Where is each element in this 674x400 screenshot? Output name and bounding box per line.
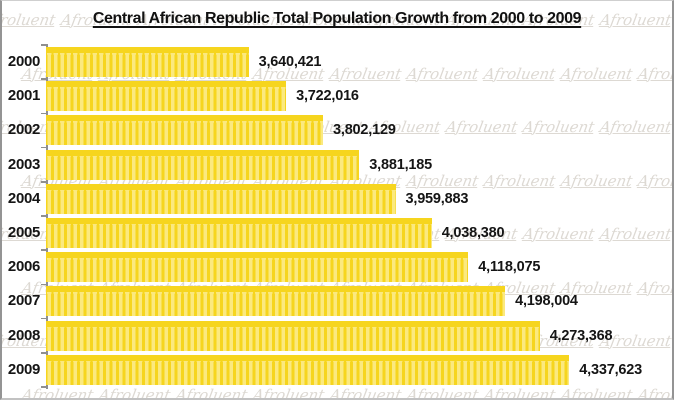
value-label: 4,038,380 (441, 224, 505, 241)
bar-row: 2002 3,802,129 (2, 115, 672, 149)
population-bar (46, 354, 570, 385)
value-label: 4,198,004 (515, 293, 578, 310)
category-label: 2002 (7, 121, 41, 139)
category-label: 2003 (7, 155, 41, 173)
population-bar (46, 217, 432, 248)
axis-tick (41, 352, 47, 354)
bar-row: 2004 3,959,883 (2, 183, 672, 218)
population-bar (46, 81, 287, 112)
axis-tick (41, 112, 47, 115)
axis-tick (41, 44, 47, 46)
bar-row: 2006 4,118,075 (2, 252, 672, 286)
axis-tick (41, 215, 47, 217)
bar-row: 2000 3,640,421 (2, 47, 672, 81)
bar-row: 2008 4,273,368 (2, 320, 672, 355)
value-label: 4,118,075 (478, 259, 541, 276)
population-bar (46, 183, 396, 214)
value-label: 3,881,185 (369, 156, 433, 173)
axis-tick (41, 317, 47, 320)
axis-tick (41, 386, 47, 388)
population-bar (46, 252, 469, 283)
category-label: 2006 (7, 258, 41, 276)
category-label: 2008 (7, 326, 41, 344)
axis-tick (41, 249, 47, 251)
population-bar (46, 115, 323, 146)
category-label: 2009 (7, 360, 41, 378)
value-label: 3,640,421 (258, 54, 322, 70)
category-label: 2001 (7, 87, 41, 105)
bar-row: 2003 3,881,185 (2, 149, 672, 184)
chart-title: Central African Republic Total Populatio… (92, 10, 582, 27)
plot-area: 2000 3,640,421 2001 3,722,016 2002 3,802,129 2… (2, 47, 672, 389)
category-label: 2005 (7, 223, 41, 241)
axis-tick (41, 283, 47, 286)
value-label: 4,337,623 (579, 361, 643, 378)
population-bar (46, 47, 249, 77)
bar-row: 2009 4,337,623 (2, 354, 672, 389)
population-bar (46, 320, 540, 351)
value-label: 4,273,368 (549, 327, 613, 344)
axis-tick (41, 78, 47, 80)
bar-row: 2007 4,198,004 (2, 286, 672, 320)
category-label: 2007 (7, 292, 41, 310)
value-label: 3,959,883 (405, 190, 469, 207)
bar-row: 2001 3,722,016 (2, 81, 672, 115)
value-label: 3,802,129 (333, 122, 396, 139)
category-label: 2000 (7, 53, 41, 70)
axis-tick (41, 146, 47, 149)
axis-tick (41, 181, 47, 183)
bar-row: 2005 4,038,380 (2, 217, 672, 252)
population-bar (46, 286, 506, 317)
population-bar (46, 149, 360, 180)
category-label: 2004 (7, 189, 41, 207)
value-label: 3,722,016 (296, 88, 359, 105)
